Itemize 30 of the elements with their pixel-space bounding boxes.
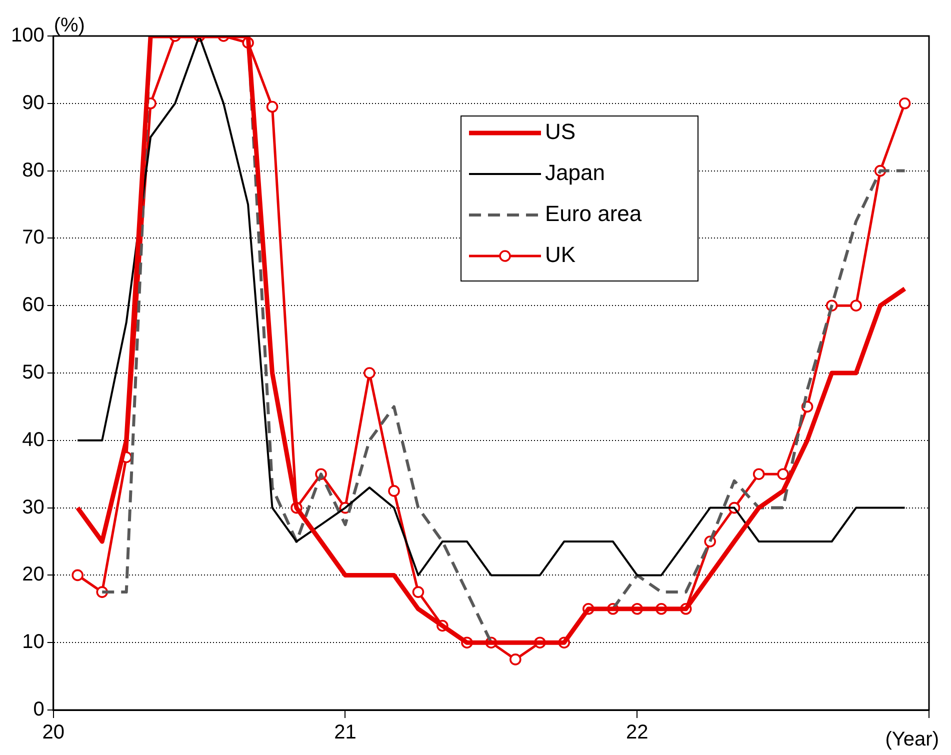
- legend-label: Japan: [545, 160, 605, 186]
- point: [752, 468, 765, 480]
- x-tick-label: 21: [334, 722, 356, 744]
- legend-label: US: [545, 119, 576, 144]
- legend-label: UK: [545, 242, 576, 268]
- point: [266, 100, 278, 113]
- point: [777, 468, 789, 480]
- y-tick-label: 80: [22, 159, 44, 182]
- y-tick-label: 10: [22, 631, 44, 654]
- y-tick-label: 70: [22, 226, 44, 249]
- x-tick-label: 22: [626, 722, 648, 744]
- point: [364, 367, 376, 379]
- y-tick-label: 30: [22, 496, 44, 518]
- y-axis-title: (%): [54, 14, 85, 37]
- y-tick-label: 100: [10, 24, 44, 47]
- x-tick-label: 20: [42, 722, 64, 744]
- y-tick-label: 60: [22, 294, 44, 316]
- y-tick-label: 90: [22, 92, 44, 114]
- x-axis-title: (Year): [885, 728, 939, 751]
- y-tick-label: 40: [22, 428, 44, 451]
- point: [412, 586, 424, 598]
- y-tick-label: 20: [22, 564, 44, 586]
- y-tick-label: 0: [33, 698, 44, 721]
- y-tick-label: 50: [22, 362, 44, 384]
- legend-label: Euro area: [545, 201, 642, 226]
- point: [898, 98, 911, 110]
- point: [72, 569, 84, 582]
- point: [388, 485, 400, 497]
- point: [510, 654, 522, 666]
- point: [850, 300, 862, 312]
